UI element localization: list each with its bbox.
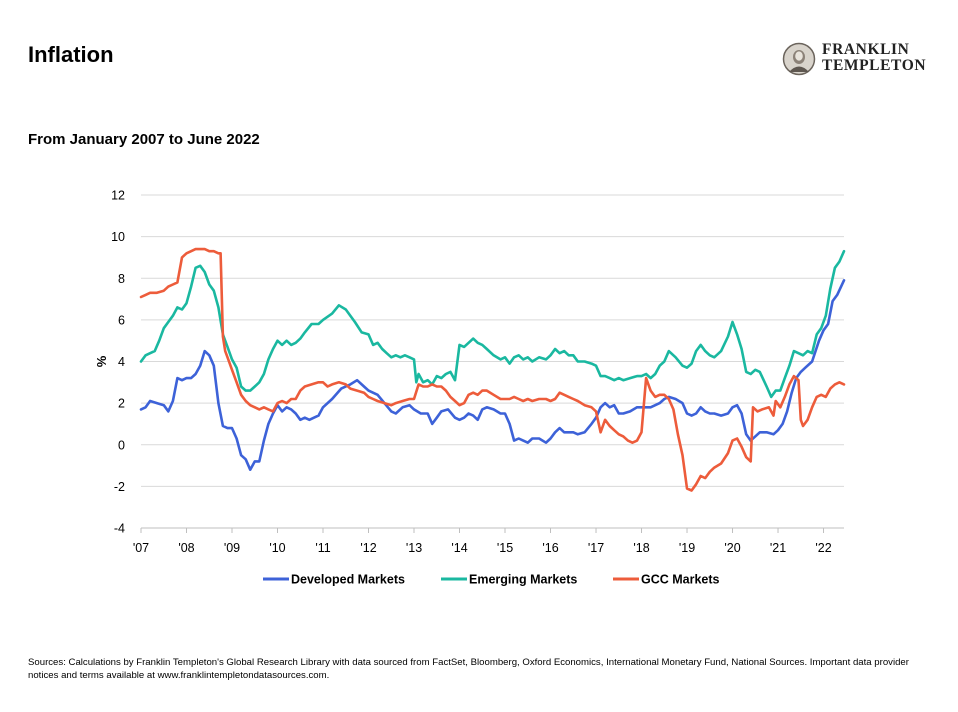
- x-tick-label: '18: [633, 541, 649, 555]
- logo-line-2: TEMPLETON: [822, 57, 927, 74]
- x-tick-label: '07: [133, 541, 149, 555]
- y-tick-label: 4: [118, 355, 125, 369]
- legend-label-developed-markets: Developed Markets: [291, 573, 405, 587]
- x-tick-label: '12: [360, 541, 376, 555]
- y-tick-label: -4: [114, 522, 125, 536]
- y-tick-label: 6: [118, 313, 125, 327]
- legend-label-emerging-markets: Emerging Markets: [469, 573, 577, 587]
- x-tick-label: '22: [815, 541, 831, 555]
- x-tick-label: '19: [679, 541, 695, 555]
- series-lines: [139, 247, 846, 492]
- x-tick-label: '21: [770, 541, 786, 555]
- series-line-developed-markets: [139, 279, 846, 471]
- legend: Developed Markets Emerging Markets GCC Mar…: [263, 573, 720, 587]
- x-tick-label: '15: [497, 541, 513, 555]
- x-tick-label: '08: [178, 541, 194, 555]
- page-title: Inflation: [28, 42, 114, 67]
- x-tick-label: '09: [224, 541, 240, 555]
- y-axis-label: %: [94, 355, 109, 367]
- y-tick-label: -2: [114, 480, 125, 494]
- franklin-portrait-seal-icon: [782, 42, 816, 76]
- y-tick-label: 10: [111, 230, 125, 244]
- x-tick-label: '11: [315, 541, 330, 555]
- y-tick-label: 8: [118, 272, 125, 286]
- chart-subtitle: From January 2007 to June 2022: [28, 131, 260, 148]
- sources-footnote: Sources: Calculations by Franklin Temple…: [28, 657, 909, 681]
- y-tick-label: 2: [118, 397, 125, 411]
- x-tick-label: '20: [724, 541, 740, 555]
- franklin-templeton-logo: FRANKLIN TEMPLETON: [782, 42, 932, 76]
- x-tick-label: '16: [542, 541, 558, 555]
- y-axis: -4 -2 0 2 4 6 8 10 12%: [94, 189, 125, 536]
- x-tick-label: '10: [269, 541, 285, 555]
- y-tick-label: 0: [118, 438, 125, 452]
- x-axis: '07 '08 '09 '10 '11 '12 '13 '14 '15 '16 '17 '18 '19 '…: [133, 527, 844, 555]
- x-tick-label: '14: [451, 541, 467, 555]
- series-line-gcc-markets: [139, 247, 846, 492]
- y-tick-label: 12: [111, 189, 125, 203]
- x-tick-label: '13: [406, 541, 422, 555]
- logo-line-1: FRANKLIN: [822, 41, 910, 58]
- series-line-emerging-markets: [139, 249, 846, 399]
- legend-label-gcc-markets: GCC Markets: [641, 573, 720, 587]
- x-tick-label: '17: [588, 541, 604, 555]
- gridlines: [141, 194, 844, 529]
